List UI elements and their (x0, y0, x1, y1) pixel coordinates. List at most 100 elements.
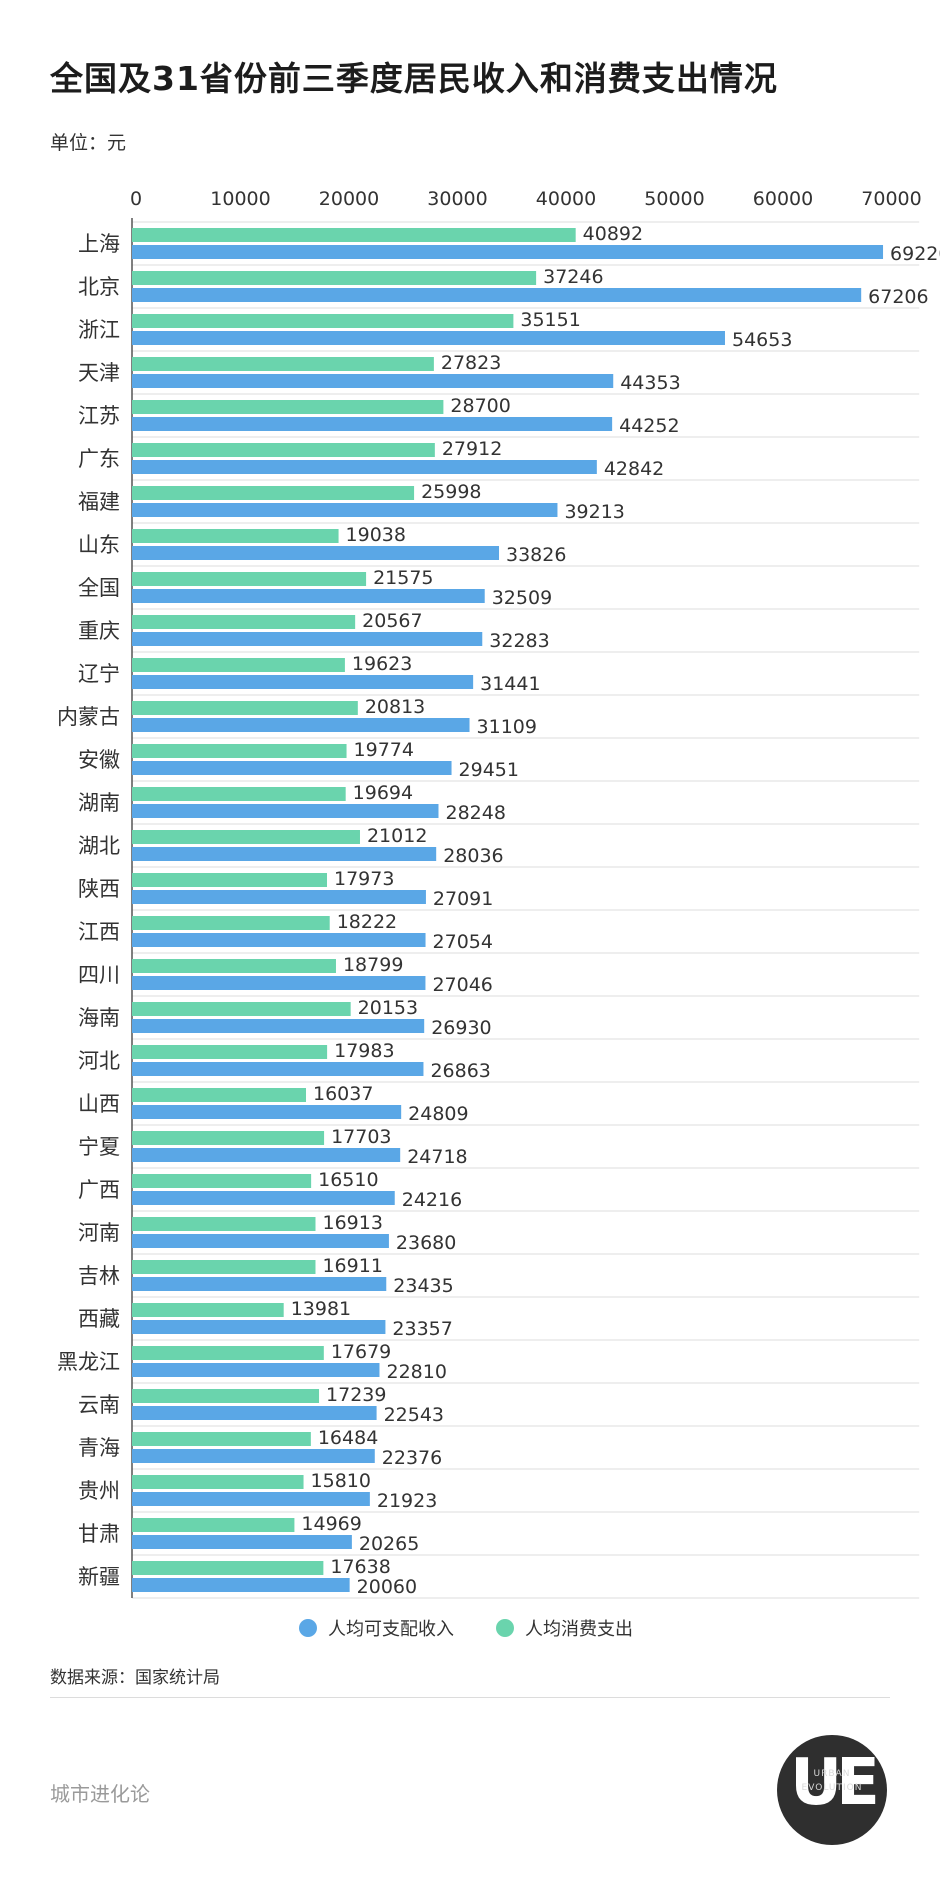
value-label-consumption: 19774 (354, 739, 414, 761)
bar-consumption (132, 830, 360, 844)
value-label-income: 22543 (384, 1404, 444, 1426)
category-label: 湖南 (78, 791, 120, 815)
brand-name: 城市进化论 (50, 1782, 150, 1806)
bar-income (132, 1019, 425, 1033)
value-label-income: 69220 (890, 243, 940, 265)
value-label-income: 24809 (408, 1103, 468, 1125)
value-label-consumption: 20813 (365, 696, 425, 718)
value-label-consumption: 19694 (353, 782, 413, 804)
x-tick-label: 30000 (427, 188, 487, 210)
value-label-income: 32283 (489, 630, 549, 652)
value-label-income: 27054 (433, 931, 493, 953)
category-label: 云南 (78, 1393, 120, 1417)
bar-income (132, 1535, 352, 1549)
bar-income (132, 847, 437, 861)
category-label: 全国 (78, 576, 120, 600)
category-label: 贵州 (78, 1479, 120, 1503)
value-label-consumption: 16037 (313, 1083, 373, 1105)
bar-income (132, 890, 426, 904)
category-label: 湖北 (78, 834, 120, 858)
category-label: 内蒙古 (57, 705, 120, 729)
value-label-income: 24718 (407, 1146, 467, 1168)
bar-consumption (132, 916, 330, 930)
category-label: 辽宁 (78, 662, 120, 686)
x-tick-label: 40000 (536, 188, 596, 210)
bar-income (132, 374, 614, 388)
category-label: 海南 (78, 1006, 120, 1030)
bar-income (132, 589, 485, 603)
legend-marker (299, 1619, 317, 1637)
category-label: 江西 (78, 920, 120, 944)
bar-income (132, 675, 474, 689)
value-label-income: 27091 (433, 888, 493, 910)
bar-consumption (132, 572, 367, 586)
value-label-consumption: 18799 (343, 954, 403, 976)
value-label-consumption: 17983 (334, 1040, 394, 1062)
bar-income (132, 1578, 350, 1592)
bar-income (132, 1277, 387, 1291)
bar-consumption (132, 1174, 312, 1188)
bar-consumption (132, 873, 328, 887)
bar-income (132, 718, 470, 732)
category-label: 广西 (78, 1178, 120, 1202)
data-source: 数据来源：国家统计局 (50, 1668, 220, 1688)
category-label: 吉林 (78, 1264, 120, 1288)
bar-chart: 0 10000 20000 30000 40000 50000 60000 70000 上海 40… (57, 188, 940, 1640)
bar-consumption (132, 1518, 295, 1532)
bar-consumption (132, 1346, 324, 1360)
category-label: 山东 (78, 533, 120, 557)
value-label-income: 23357 (392, 1318, 452, 1340)
value-label-consumption: 16510 (318, 1169, 378, 1191)
category-label: 浙江 (78, 318, 120, 342)
bar-consumption (132, 1303, 284, 1317)
value-label-consumption: 20153 (358, 997, 418, 1019)
bar-income (132, 503, 558, 517)
bar-income (132, 1363, 380, 1377)
value-label-consumption: 21575 (373, 567, 433, 589)
bar-consumption (132, 271, 537, 285)
bar-consumption (132, 314, 514, 328)
x-tick-label: 50000 (644, 188, 704, 210)
bar-income (132, 245, 884, 259)
logo-text-2: EVOLUTION (801, 1783, 863, 1793)
bar-consumption (132, 486, 415, 500)
value-label-income: 23435 (393, 1275, 453, 1297)
value-label-income: 26863 (430, 1060, 490, 1082)
value-label-consumption: 17679 (331, 1341, 391, 1363)
category-label: 河北 (78, 1049, 120, 1073)
bar-consumption (132, 658, 345, 672)
category-label: 山西 (78, 1092, 120, 1116)
unit-label: 单位：元 (50, 132, 127, 154)
category-label: 陕西 (78, 877, 120, 901)
value-label-consumption: 16484 (318, 1427, 378, 1449)
bar-income (132, 1449, 375, 1463)
bar-income (132, 1062, 424, 1076)
value-label-consumption: 15810 (311, 1470, 371, 1492)
bar-income (132, 1234, 389, 1248)
category-label: 安徽 (78, 748, 120, 772)
logo-mark: UE (790, 1746, 880, 1820)
x-tick-label: 70000 (861, 188, 921, 210)
value-label-consumption: 14969 (301, 1513, 361, 1535)
bar-income (132, 1105, 402, 1119)
bar-consumption (132, 1475, 304, 1489)
bar-consumption (132, 701, 358, 715)
value-label-consumption: 25998 (421, 481, 481, 503)
x-tick-label: 10000 (210, 188, 270, 210)
category-label: 福建 (78, 490, 120, 514)
legend-label: 人均消费支出 (525, 1619, 633, 1640)
category-label: 四川 (78, 963, 120, 987)
value-label-income: 23680 (396, 1232, 456, 1254)
value-label-consumption: 28700 (450, 395, 510, 417)
bar-consumption (132, 1045, 328, 1059)
value-label-income: 42842 (604, 458, 664, 480)
logo-text-1: URBAN (813, 1769, 851, 1779)
category-label: 江苏 (78, 404, 120, 428)
bar-consumption (132, 228, 576, 242)
brand-logo: UE URBAN EVOLUTION (777, 1735, 887, 1845)
x-tick-label: 20000 (319, 188, 379, 210)
bar-consumption (132, 529, 339, 543)
bar-consumption (132, 1561, 324, 1575)
bar-income (132, 1320, 386, 1334)
category-label: 上海 (78, 232, 120, 256)
